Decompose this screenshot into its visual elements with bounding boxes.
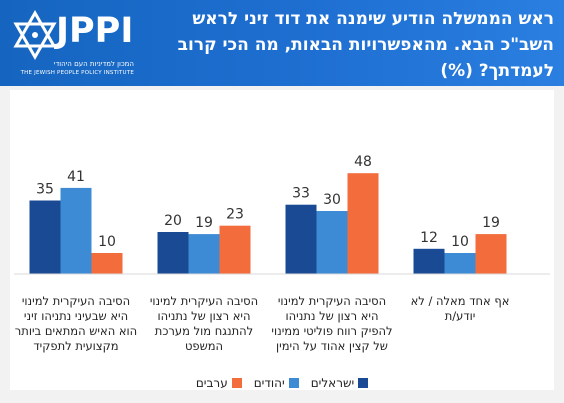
bar — [347, 173, 379, 274]
data-label: 12 — [420, 230, 438, 246]
legend-label: ערבים — [195, 376, 228, 390]
data-label: 20 — [164, 213, 182, 229]
legend-label: ישראלים — [310, 376, 355, 390]
category-label: הסיבה העיקרית למינוי היא רצון של נתניהו … — [271, 294, 393, 353]
bar-chart: 35 41 10 20 19 23 33 30 48 12 10 19 — [14, 154, 550, 275]
data-label: 48 — [354, 154, 372, 170]
data-label: 33 — [292, 186, 310, 202]
header-banner: JPPI המכון למדיניות העם היהודי THE JEWIS… — [0, 0, 564, 86]
bar — [188, 234, 220, 274]
bar — [316, 211, 348, 274]
data-label: 30 — [323, 192, 341, 208]
data-label: 23 — [226, 207, 244, 223]
bar — [91, 253, 123, 274]
bar — [285, 204, 317, 274]
legend-swatch — [358, 378, 369, 388]
bar — [444, 253, 476, 274]
category-label: הסיבה העיקרית למינוי היא שבעיני נתניהו ז… — [14, 294, 138, 353]
legend-swatch — [288, 378, 299, 388]
bar — [29, 200, 61, 274]
plot-area: 35 41 10 20 19 23 33 30 48 12 10 19 הסיבה העיקרית ל… — [10, 90, 554, 390]
data-label: 41 — [67, 169, 85, 185]
category-label: אף אחד מאלה / לא יודע/ת — [410, 294, 510, 323]
data-label: 10 — [451, 234, 469, 250]
bar — [475, 234, 507, 274]
bar — [219, 225, 251, 274]
data-label: 10 — [98, 234, 116, 250]
legend-item: יהודים — [254, 376, 299, 390]
legend-item: ישראלים — [310, 376, 369, 390]
chart-legend: ישראלים יהודים ערבים — [0, 376, 564, 390]
data-label: 35 — [36, 182, 54, 198]
bar — [157, 232, 189, 274]
logo-subtitle-hebrew: המכון למדיניות העם היהודי — [53, 60, 134, 68]
jppi-logo: JPPI המכון למדיניות העם היהודי THE JEWIS… — [10, 8, 140, 78]
star-of-david-icon — [13, 10, 57, 60]
chart-title: ראש הממשלה הודיע שימנה את דוד זיני לראש … — [177, 9, 554, 81]
data-label: 19 — [195, 215, 213, 231]
data-label: 19 — [482, 215, 500, 231]
legend-swatch — [231, 378, 242, 388]
category-label: הסיבה העיקרית למינוי היא רצון של נתניהו … — [149, 294, 259, 353]
legend-label: יהודים — [253, 376, 285, 390]
legend-item: ערבים — [196, 376, 242, 390]
logo-subtitle-english: THE JEWISH PEOPLE POLICY INSTITUTE — [20, 70, 134, 76]
logo-text: JPPI — [56, 11, 134, 51]
bar — [60, 187, 92, 274]
bar — [413, 248, 445, 274]
